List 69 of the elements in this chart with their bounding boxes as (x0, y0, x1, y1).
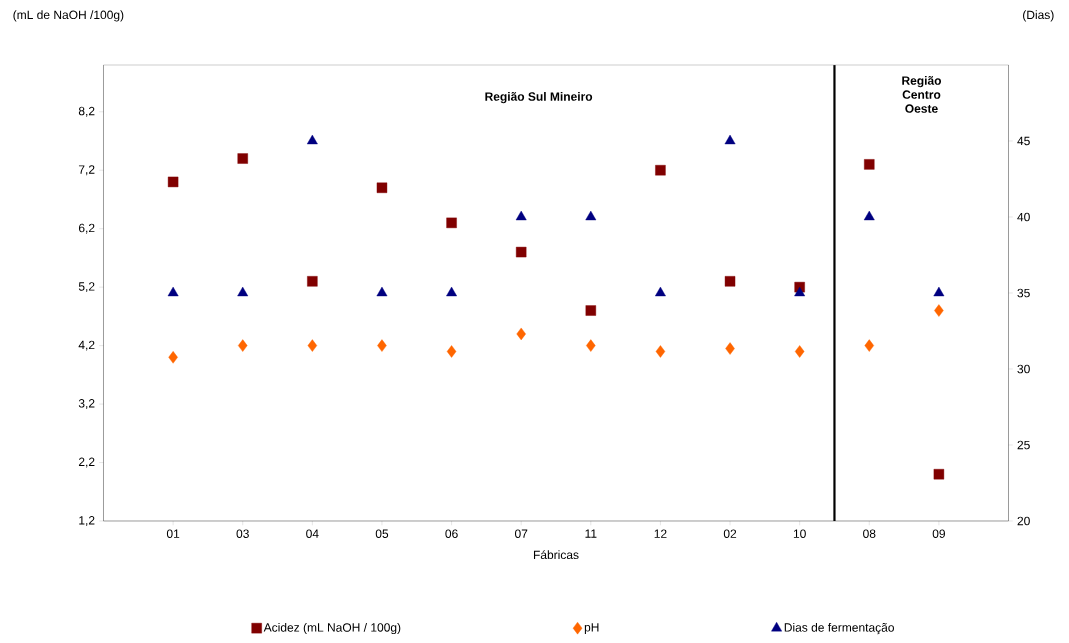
annotation: Região Sul Mineiro (485, 92, 593, 104)
point (863, 210, 875, 221)
point (794, 345, 805, 358)
x-tick-label: 08 (863, 529, 876, 538)
x-tick-label: 06 (445, 529, 458, 538)
y-tick-label: 6,2 (78, 223, 95, 234)
y-axis-title: (mL de NaOH /100g) (13, 10, 124, 22)
point (655, 286, 666, 297)
y2-tick-label: 20 (1017, 516, 1030, 526)
point (515, 210, 527, 221)
x-tick-label: 11 (585, 529, 597, 538)
point (864, 339, 874, 352)
x-tick-label: 09 (932, 529, 945, 538)
x-tick-label: 10 (793, 529, 806, 538)
x-tick-label: 12 (654, 529, 667, 538)
y-tick-label: 8,2 (78, 106, 95, 117)
legend-label: Dias de fermentação (784, 622, 894, 635)
legend-label: Acidez (mL NaOH / 100g) (263, 622, 401, 635)
point (237, 153, 248, 164)
point (307, 276, 318, 287)
x-tick-label: 01 (166, 529, 180, 538)
x-tick-label: 04 (306, 529, 319, 538)
annotation: Região Centro Oeste (902, 76, 942, 113)
y2-tick-label: 45 (1017, 136, 1030, 146)
point (794, 286, 806, 297)
point (376, 182, 388, 193)
point (934, 304, 944, 317)
point (167, 176, 179, 188)
point (585, 210, 597, 221)
point (724, 276, 736, 287)
y2-axis-title: (Dias) (1023, 10, 1054, 22)
point (864, 159, 875, 170)
y-tick-label: 2,2 (78, 457, 95, 468)
point (376, 286, 388, 297)
point (306, 134, 318, 145)
point (167, 286, 179, 297)
point (446, 286, 457, 297)
point (446, 217, 457, 229)
point (933, 469, 945, 480)
x-tick-label: 03 (236, 529, 249, 538)
point (516, 327, 526, 341)
point (238, 339, 248, 352)
point (724, 134, 736, 145)
point (655, 345, 666, 358)
x-tick-label: 05 (375, 529, 389, 538)
y-tick-label: 4,2 (78, 340, 95, 351)
point (307, 339, 318, 352)
point (725, 342, 735, 355)
point (585, 305, 597, 316)
point (237, 286, 249, 297)
x-tick-label: 02 (723, 529, 737, 538)
x-tick-label: 07 (514, 529, 528, 538)
y-tick-label: 1,2 (79, 516, 95, 526)
y2-tick-label: 40 (1017, 212, 1030, 222)
point (377, 339, 387, 352)
point (655, 165, 666, 176)
point (516, 246, 527, 258)
y2-tick-label: 35 (1017, 288, 1030, 298)
y2-tick-label: 30 (1017, 364, 1030, 374)
y-tick-label: 5,2 (78, 282, 95, 293)
point (586, 339, 596, 352)
point (168, 351, 178, 364)
x-axis-title: Fábricas (533, 550, 579, 560)
y-tick-label: 7,2 (78, 165, 95, 176)
y-tick-label: 3,2 (78, 399, 95, 410)
legend-label: pH (584, 623, 599, 634)
point (933, 286, 945, 297)
y2-tick-label: 25 (1017, 440, 1030, 450)
point (446, 345, 457, 358)
